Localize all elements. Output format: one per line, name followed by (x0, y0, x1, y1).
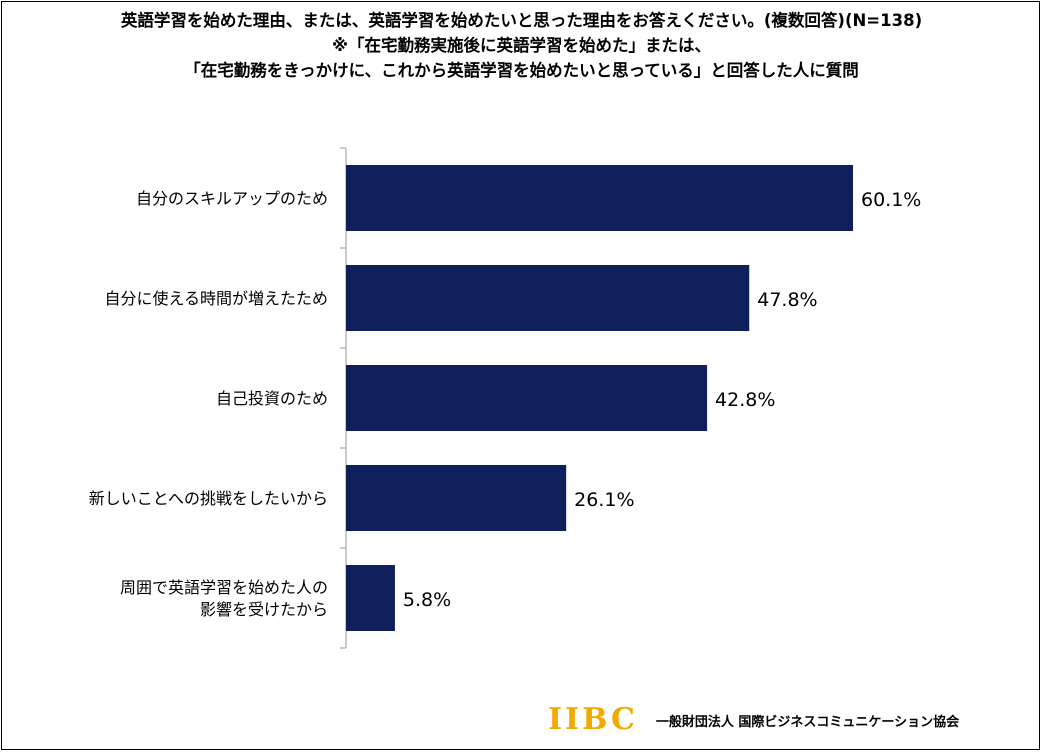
category-label-line: 自分に使える時間が増えたため (104, 289, 328, 308)
category-label-line: 影響を受けたから (200, 600, 328, 619)
data-label-5: 5.8% (403, 589, 451, 611)
category-label-line: 自分のスキルアップのため (136, 189, 328, 208)
category-label-line: 新しいことへの挑戦をしたいから (89, 489, 328, 508)
data-label-3: 42.8% (715, 389, 775, 411)
data-label-2: 47.8% (757, 289, 817, 311)
bar-3 (346, 365, 708, 431)
title-line-3: 「在宅勤務をきっかけに、これから英語学習を始めたいと思っている」と回答した人に質… (184, 61, 859, 80)
title-line-1: 英語学習を始めた理由、または、英語学習を始めたいと思った理由をお答えください。(… (120, 11, 923, 30)
data-label-1: 60.1% (861, 189, 921, 211)
title-line-2: ※「在宅勤務実施後に英語学習を始めた」または、 (331, 36, 712, 55)
data-label-4: 26.1% (574, 489, 634, 511)
category-label-3: 自己投資のため (216, 389, 328, 408)
category-label-1: 自分のスキルアップのため (136, 189, 328, 208)
category-label-line: 自己投資のため (216, 389, 328, 408)
category-label-4: 新しいことへの挑戦をしたいから (89, 489, 328, 508)
category-label-2: 自分に使える時間が増えたため (104, 289, 328, 308)
bar-4 (346, 465, 567, 531)
organization-name: 一般財団法人 国際ビジネスコミュニケーション協会 (655, 714, 960, 730)
category-label-line: 周囲で英語学習を始めた人の (120, 578, 328, 597)
bar-1 (346, 165, 853, 231)
bar-2 (346, 265, 750, 331)
category-label-5: 周囲で英語学習を始めた人の影響を受けたから (120, 578, 328, 619)
chart-title: 英語学習を始めた理由、または、英語学習を始めたいと思った理由をお答えください。(… (0, 8, 1043, 83)
bar-5 (346, 565, 395, 631)
footer-logo: IIBC 一般財団法人 国際ビジネスコミュニケーション協会 (548, 705, 959, 735)
iibc-logo: IIBC (548, 702, 638, 737)
